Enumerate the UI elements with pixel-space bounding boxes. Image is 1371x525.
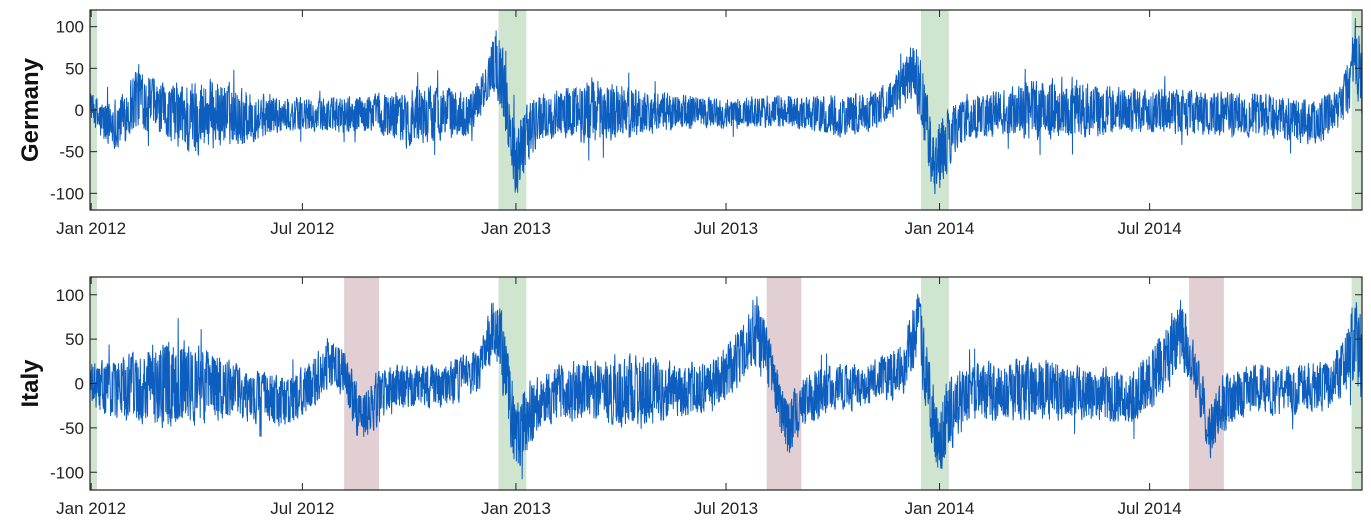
- xtick-label-italy-1: Jul 2012: [270, 499, 334, 518]
- xtick-label-germany-3: Jul 2013: [694, 219, 758, 238]
- ytick-label-italy-4: -100: [50, 463, 84, 482]
- xtick-label-italy-3: Jul 2013: [694, 499, 758, 518]
- panel-italy: 100 50 0 -50 -100 Jan 2012 Jul 2012 Jan 2013 Jul…: [17, 276, 1363, 518]
- series-line-italy: [89, 293, 1363, 480]
- xtick-label-italy-2: Jan 2013: [481, 499, 551, 518]
- xtick-label-italy-0: Jan 2012: [56, 499, 126, 518]
- panel-germany: 100 50 0 -50 -100 Jan 2012 Jul 2012 Jan 2013 Jul…: [17, 9, 1363, 238]
- highlight-band-italy-5: [1189, 277, 1224, 490]
- ytick-label-italy-1: 50: [65, 330, 84, 349]
- xtick-label-germany-5: Jul 2014: [1117, 219, 1181, 238]
- ylabel-italy: Italy: [17, 359, 44, 408]
- ytick-label-germany-1: 50: [65, 59, 84, 78]
- ytick-label-germany-3: -50: [59, 143, 84, 162]
- xtick-label-italy-4: Jan 2014: [905, 499, 975, 518]
- highlight-band-italy-3: [766, 277, 802, 490]
- highlight-band-germany-1: [498, 10, 527, 210]
- xtick-label-italy-5: Jul 2014: [1117, 499, 1181, 518]
- xtick-label-germany-2: Jan 2013: [481, 219, 551, 238]
- ytick-label-italy-0: 100: [56, 286, 84, 305]
- xtick-label-germany-0: Jan 2012: [56, 219, 126, 238]
- xtick-label-germany-1: Jul 2012: [270, 219, 334, 238]
- xtick-label-germany-4: Jan 2014: [905, 219, 975, 238]
- ylabel-germany: Germany: [17, 57, 44, 162]
- ytick-label-germany-0: 100: [56, 18, 84, 37]
- ytick-label-germany-4: -100: [50, 184, 84, 203]
- ytick-label-germany-2: 0: [75, 101, 84, 120]
- ytick-label-italy-3: -50: [59, 419, 84, 438]
- series-line-germany: [89, 17, 1363, 195]
- ytick-label-italy-2: 0: [75, 375, 84, 394]
